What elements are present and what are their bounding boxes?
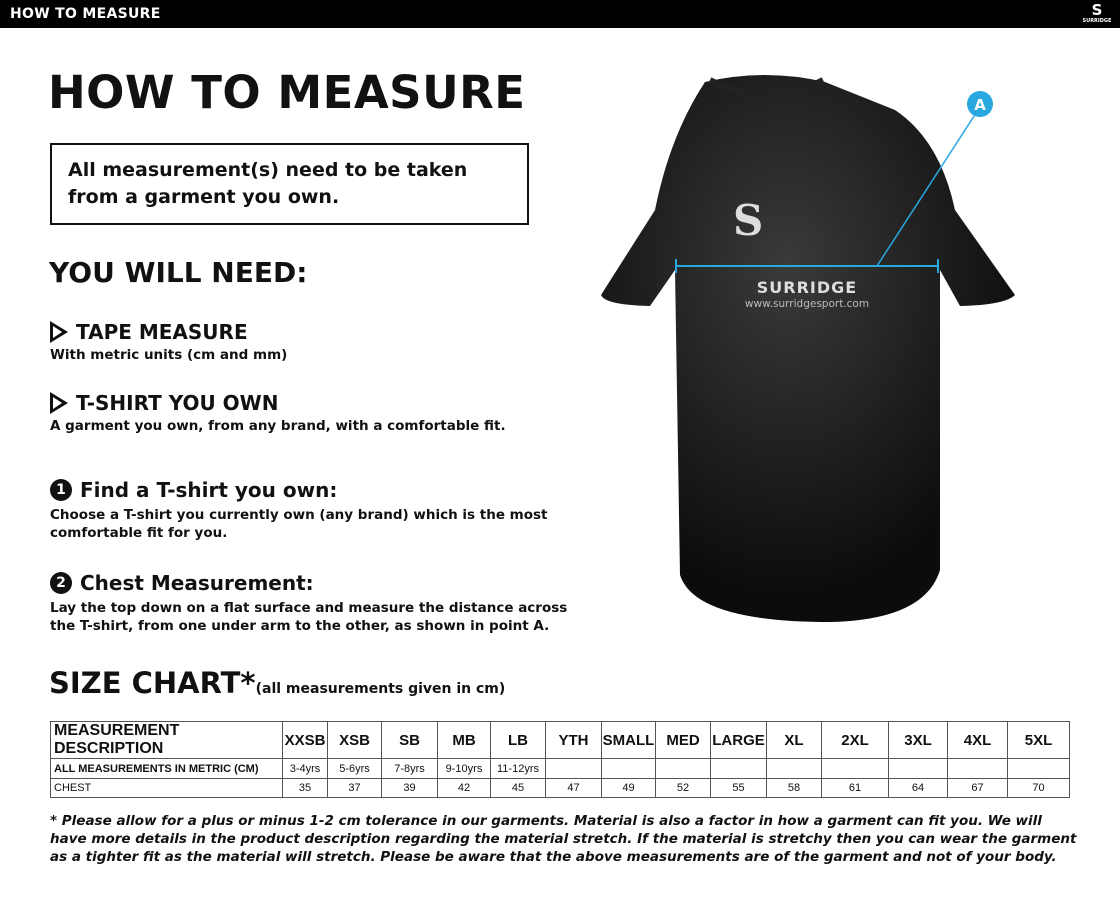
shirt-url: www.surridgesport.com	[745, 298, 869, 310]
measurement-note: All measurement(s) need to be taken from…	[50, 143, 529, 225]
table-cell: 37	[327, 778, 382, 798]
table-cell: 55	[710, 778, 767, 798]
point-a-label: A	[974, 96, 986, 114]
table-header-cell: MED	[655, 721, 711, 759]
size-chart-heading: SIZE CHART*	[49, 666, 256, 700]
table-header-cell: MB	[437, 721, 491, 759]
need-title: TAPE MEASURE	[76, 320, 248, 344]
table-cell: 7-8yrs	[381, 758, 438, 779]
table-header-cell: 3XL	[888, 721, 948, 759]
table-cell: CHEST	[50, 778, 283, 798]
step-1: 1 Find a T-shirt you own: Choose a T-shir…	[50, 478, 580, 542]
table-cell: 35	[282, 778, 328, 798]
table-header-cell: 2XL	[821, 721, 889, 759]
size-chart-table: MEASUREMENT DESCRIPTION XXSB XSB SB MB LB YTH S…	[50, 721, 1070, 798]
surridge-logo: S SURRIDGE	[1082, 1, 1112, 24]
size-chart-title: SIZE CHART*(all measurements given in cm…	[49, 666, 505, 700]
table-cell: 3-4yrs	[282, 758, 328, 779]
table-cell	[601, 758, 656, 779]
table-header-cell: SB	[381, 721, 438, 759]
table-cell: 49	[601, 778, 656, 798]
table-cell: 47	[545, 778, 602, 798]
tshirt-illustration: S A SURRIDGE www.surridgesport.com	[601, 75, 1015, 622]
shirt-brand: SURRIDGE	[757, 278, 857, 297]
top-bar: HOW TO MEASURE S SURRIDGE	[0, 0, 1120, 28]
step-number-icon: 2	[50, 572, 72, 594]
table-cell: 61	[821, 778, 889, 798]
step-title: Chest Measurement:	[80, 571, 314, 595]
table-cell: 9-10yrs	[437, 758, 491, 779]
table-cell: 70	[1007, 778, 1070, 798]
top-bar-title: HOW TO MEASURE	[10, 6, 161, 22]
table-header-cell: YTH	[545, 721, 602, 759]
table-header-cell: 5XL	[1007, 721, 1070, 759]
table-header-cell: SMALL	[601, 721, 656, 759]
table-header-cell: XL	[766, 721, 822, 759]
table-header-row: MEASUREMENT DESCRIPTION XXSB XSB SB MB LB YTH S…	[50, 721, 1070, 759]
play-arrow-icon	[50, 321, 68, 343]
table-cell	[888, 758, 948, 779]
table-cell	[1007, 758, 1070, 779]
need-desc: A garment you own, from any brand, with …	[50, 418, 506, 434]
step-number-icon: 1	[50, 479, 72, 501]
table-cell: 58	[766, 778, 822, 798]
table-header-cell: XSB	[327, 721, 382, 759]
table-cell	[655, 758, 711, 779]
need-title: T-SHIRT YOU OWN	[76, 391, 279, 415]
table-cell	[821, 758, 889, 779]
surridge-s-icon: S	[733, 196, 763, 245]
step-desc: Lay the top down on a flat surface and m…	[50, 600, 568, 634]
table-cell: 67	[947, 778, 1008, 798]
step-2: 2 Chest Measurement: Lay the top down on …	[50, 571, 580, 635]
step-desc: Choose a T-shirt you currently own (any …	[50, 507, 548, 541]
play-arrow-icon	[50, 392, 68, 414]
table-cell	[710, 758, 767, 779]
table-header-cell: MEASUREMENT DESCRIPTION	[50, 721, 283, 759]
table-header-cell: 4XL	[947, 721, 1008, 759]
table-cell: 5-6yrs	[327, 758, 382, 779]
page-title: HOW TO MEASURE	[48, 66, 526, 119]
table-cell	[947, 758, 1008, 779]
table-cell: 42	[437, 778, 491, 798]
table-header-cell: LARGE	[710, 721, 767, 759]
need-desc: With metric units (cm and mm)	[50, 347, 288, 363]
tshirt-body	[601, 75, 1015, 622]
size-chart-subtitle: (all measurements given in cm)	[255, 681, 506, 697]
table-cell: 11-12yrs	[490, 758, 546, 779]
table-cell: 45	[490, 778, 546, 798]
table-cell	[545, 758, 602, 779]
point-a-marker	[967, 91, 993, 117]
table-header-cell: LB	[490, 721, 546, 759]
table-cell: 64	[888, 778, 948, 798]
table-row: CHEST 35 37 39 42 45 47 49 52 55 58 61 64 67 70	[50, 778, 1070, 798]
you-will-need-heading: YOU WILL NEED:	[49, 256, 308, 289]
table-row: ALL MEASUREMENTS IN METRIC (CM) 3-4yrs 5-6…	[50, 758, 1070, 779]
table-cell	[766, 758, 822, 779]
table-header-cell: XXSB	[282, 721, 328, 759]
table-cell: ALL MEASUREMENTS IN METRIC (CM)	[50, 758, 283, 779]
table-cell: 52	[655, 778, 711, 798]
step-title: Find a T-shirt you own:	[80, 478, 338, 502]
tolerance-footnote: * Please allow for a plus or minus 1-2 c…	[50, 813, 1077, 865]
table-cell: 39	[381, 778, 438, 798]
need-tshirt: T-SHIRT YOU OWN A garment you own, from …	[50, 391, 506, 435]
need-tape-measure: TAPE MEASURE With metric units (cm and m…	[50, 320, 287, 364]
